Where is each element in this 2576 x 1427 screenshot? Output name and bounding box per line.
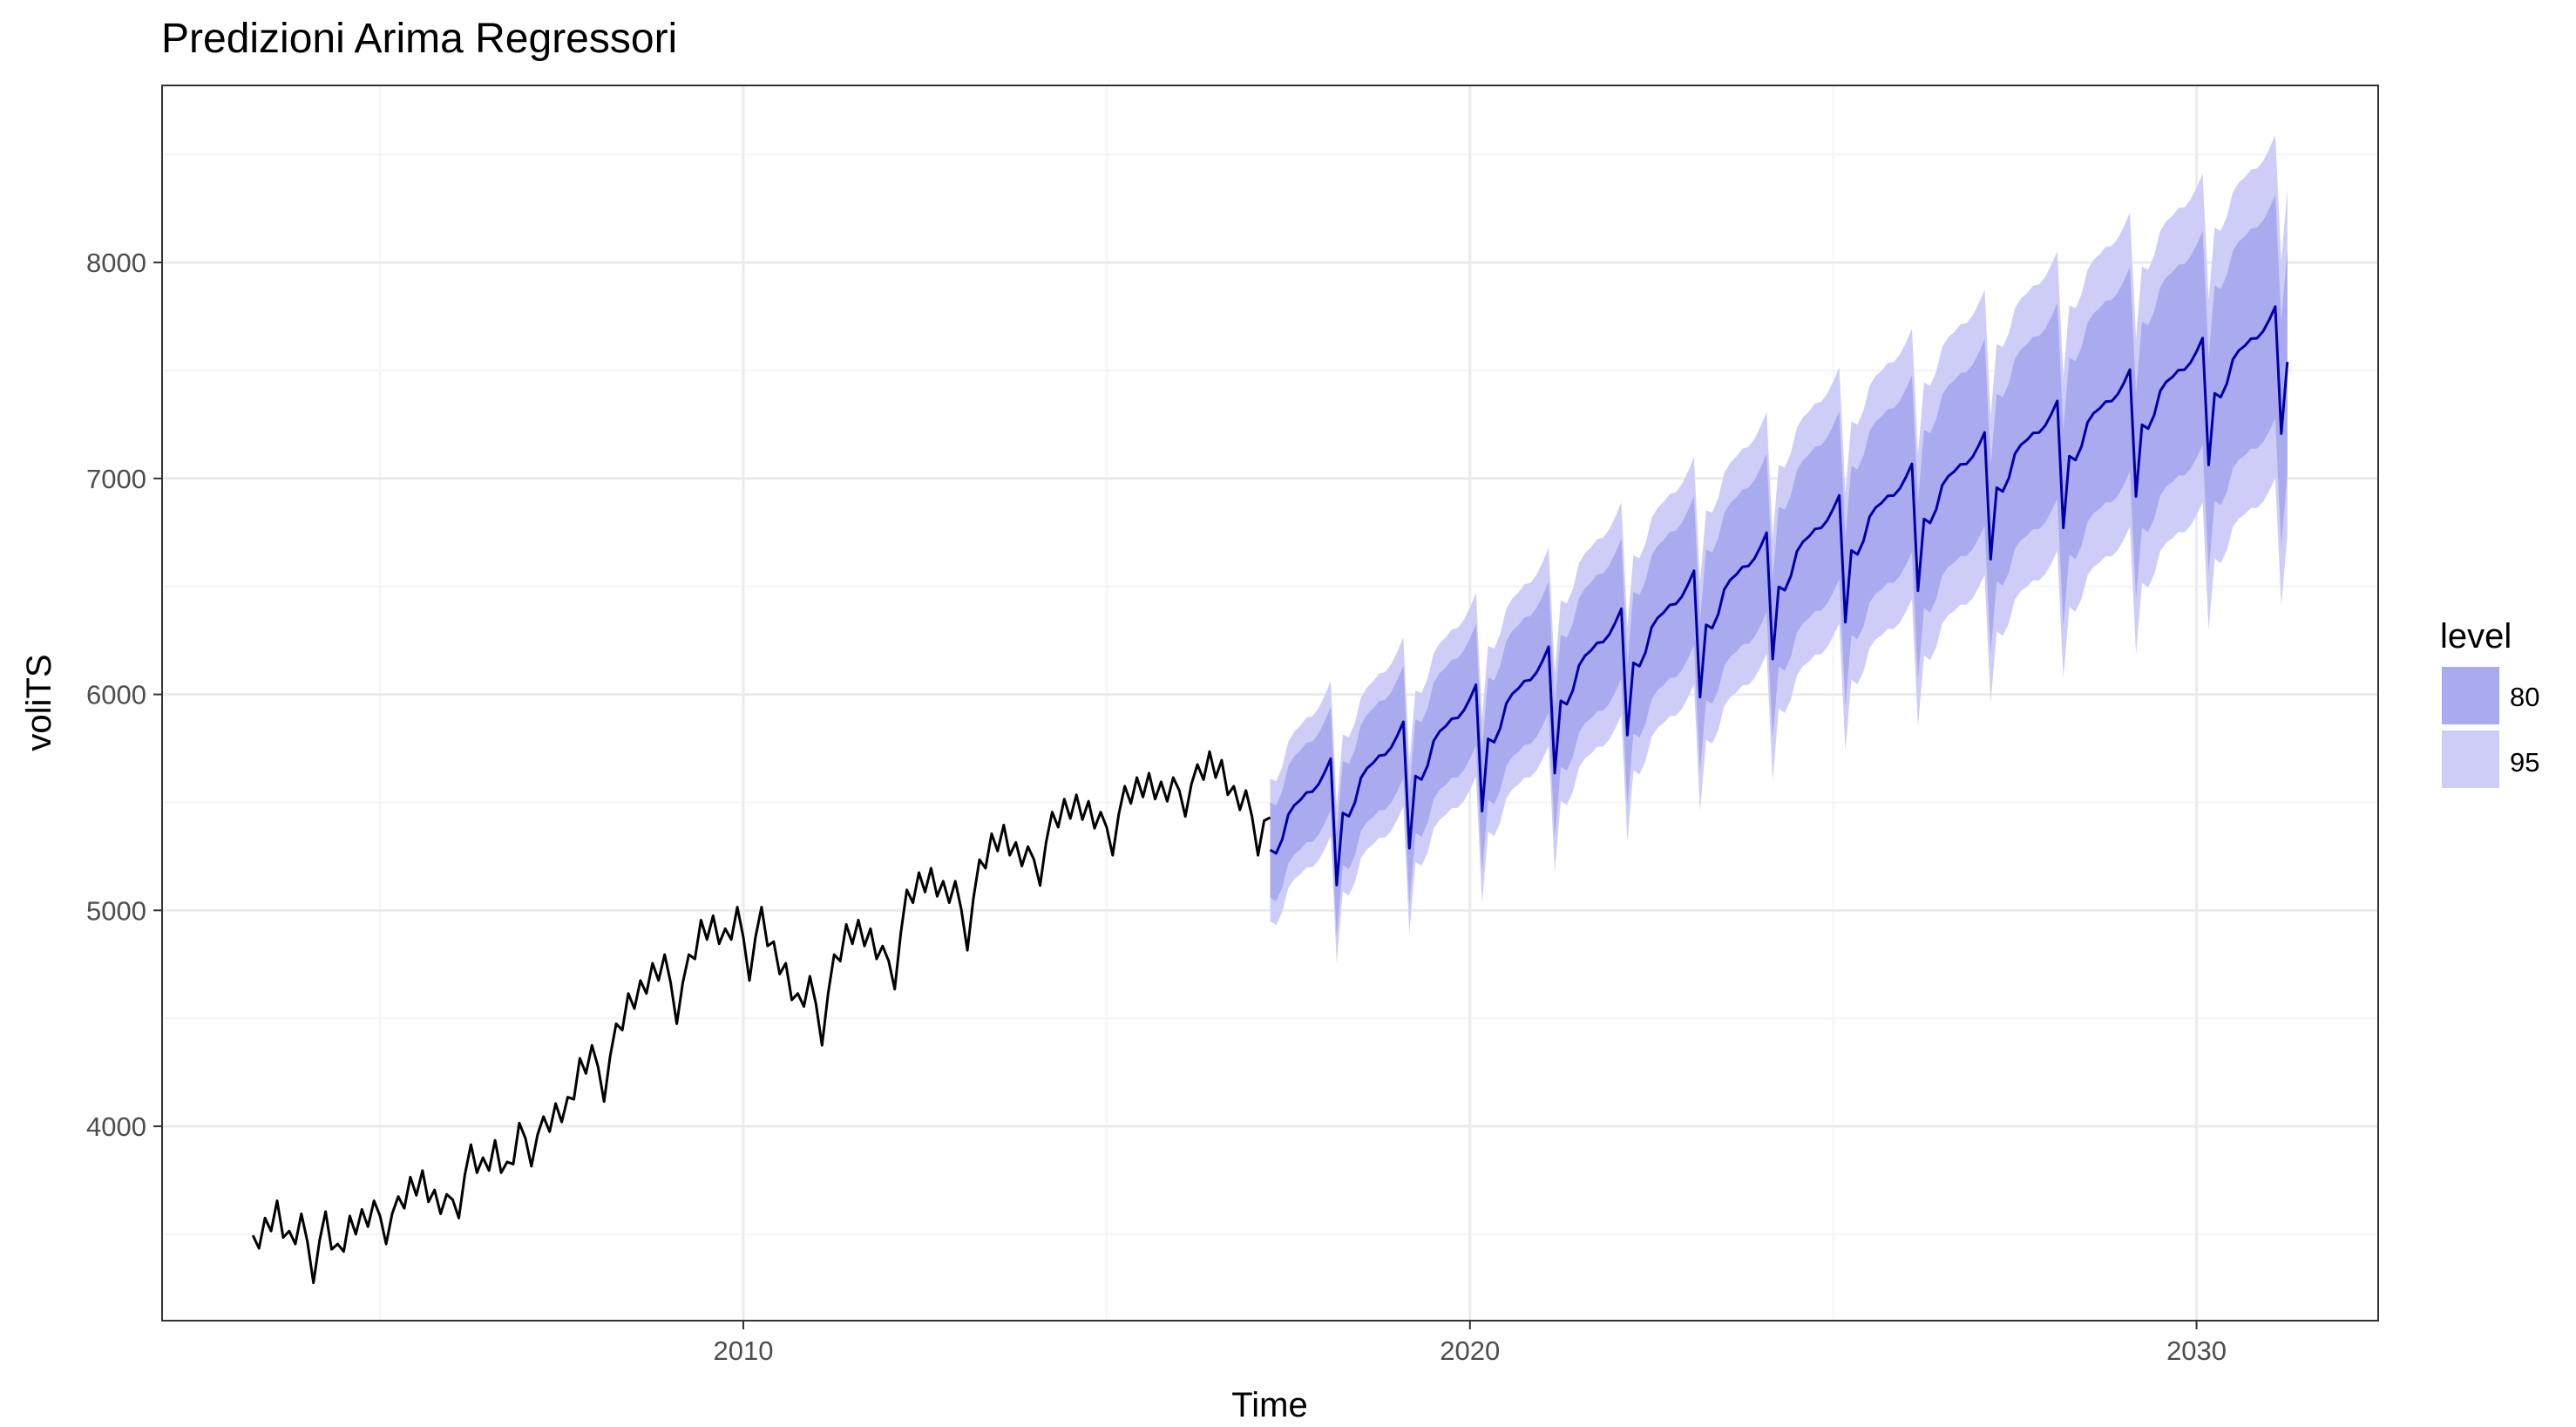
legend-key-95: [2442, 730, 2499, 788]
history-line: [251, 750, 1271, 1285]
x-axis-title: Time: [1231, 1386, 1307, 1424]
series-lines: [251, 305, 2289, 1285]
legend-label-80: 80: [2510, 682, 2539, 712]
interval-80-band: [1270, 194, 2288, 937]
grid-major: [162, 85, 2378, 1321]
x-tick-label: 2030: [2166, 1335, 2227, 1366]
legend-key-80: [2442, 667, 2499, 724]
grid-minor: [162, 85, 2378, 1321]
y-tick-label: 8000: [86, 248, 146, 278]
x-tick-label: 2010: [714, 1335, 774, 1366]
y-tick-label: 5000: [86, 895, 146, 926]
panel-border: [161, 85, 2379, 1322]
legend-title: level: [2440, 617, 2512, 656]
y-tick-label: 6000: [86, 680, 146, 710]
legend-label-95: 95: [2510, 747, 2539, 778]
legend: level 80 95: [2440, 617, 2539, 788]
y-axis-title: voliTS: [20, 654, 58, 751]
forecast-line: [1269, 305, 2289, 887]
x-axis: 2010 2020 2030: [714, 1321, 2227, 1366]
y-tick-label: 7000: [86, 464, 146, 494]
y-tick-label: 4000: [86, 1111, 146, 1142]
y-axis: 4000 5000 6000 7000 8000: [86, 248, 162, 1142]
x-tick-label: 2020: [1440, 1335, 1500, 1366]
band-80-area: [1270, 194, 2288, 937]
chart-title: Predizioni Arima Regressori: [161, 16, 677, 62]
